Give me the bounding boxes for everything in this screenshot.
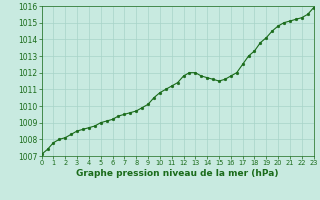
- X-axis label: Graphe pression niveau de la mer (hPa): Graphe pression niveau de la mer (hPa): [76, 169, 279, 178]
